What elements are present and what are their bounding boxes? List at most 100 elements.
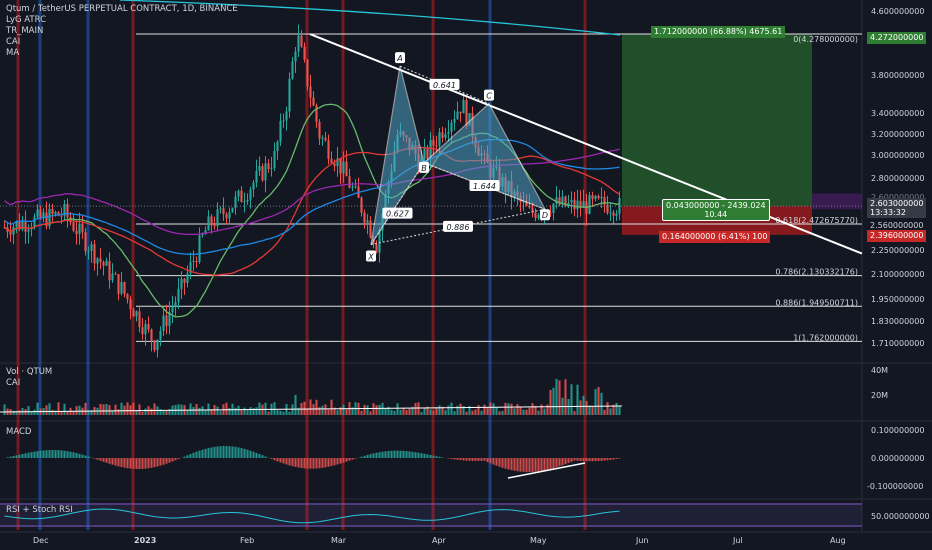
volume-bar [336,410,339,415]
volume-title[interactable]: Vol · QTUM [6,367,53,377]
macd-bar [543,458,546,471]
candle-body [453,118,456,123]
countdown: 13:33:32 [870,208,906,217]
candle-body [522,201,525,203]
fib-label: 0(4.278000000) [793,35,858,44]
volume-bar [558,380,561,415]
volume-bar [555,378,558,415]
macd-bar [318,458,321,469]
volume-bar [153,403,156,415]
volume-bar [243,407,246,415]
macd-bar [228,446,231,458]
macd-bar [498,458,501,467]
macd-bar [390,450,393,458]
candle-body [186,273,189,283]
volume-bar [420,411,423,415]
volume-bar [429,409,432,415]
volume-bar [207,403,210,415]
time-tick: Feb [240,536,255,545]
macd-bar [81,454,84,458]
volume-bar [339,407,342,415]
volume-bar [366,405,369,415]
macd-bar [441,457,444,458]
candle-body [129,299,132,310]
volume-bar [57,402,60,415]
harmonic-point-d: D [542,211,548,220]
macd-bar [75,453,78,458]
candle-body [609,212,612,214]
indicator-tr-main[interactable]: TR_MAIN [6,26,44,36]
macd-bar [105,458,108,463]
candle-body [378,230,381,253]
volume-bar [72,410,75,415]
candle-body [444,133,447,138]
volume-bar [78,405,81,415]
candle-body [42,212,45,218]
volume-bar [468,405,471,415]
macd-bar [231,446,234,458]
volume-bar [618,406,621,415]
volume-bar [162,410,165,415]
candle-body [105,260,108,266]
volume-bar [195,404,198,415]
macd-bar [468,458,471,461]
volume-bar [126,402,129,415]
volume-bar [600,392,603,415]
macd-bar [522,458,525,472]
macd-bar [6,457,9,458]
macd-bar [225,446,228,458]
candle-body [276,141,279,152]
candle-body [336,158,339,167]
volume-bar [18,410,21,415]
macd-bar [42,450,45,458]
macd-bar [531,458,534,472]
macd-bar [108,458,111,464]
candle-body [69,217,72,223]
macd-tick: 0.100000000 [871,426,925,435]
volume-bar [594,389,597,415]
volume-bar [441,406,444,415]
tp-price-tag: 4.272000000 [867,32,927,44]
indicator-cai[interactable]: CAI [6,37,21,47]
macd-bar [249,450,252,458]
volume-bar [444,410,447,415]
volume-bar [327,409,330,415]
candle-body [375,244,378,253]
candle-body [450,122,453,132]
volume-bar [447,405,450,415]
candle-body [333,163,336,167]
candle-body [270,167,273,169]
candle-body [273,151,276,168]
macd-bar [126,458,129,469]
indicator-lyg-atrc[interactable]: LyG ATRC [6,15,47,25]
candle-body [90,244,93,252]
volume-bar [483,404,486,415]
volume-bar [132,402,135,415]
volume-sub[interactable]: CAI [6,378,21,388]
macd-bar [171,458,174,462]
candle-body [348,176,351,188]
candle-body [57,212,60,216]
rsi-title[interactable]: RSI + Stoch RSI [6,505,73,515]
indicator-ma[interactable]: MA [6,48,20,58]
volume-bar [141,411,144,415]
candle-body [132,309,135,317]
macd-bar [63,450,66,458]
volume-bar [360,410,363,415]
candle-body [15,221,18,227]
macd-bar [438,456,441,458]
volume-bar [435,407,438,415]
signal-vertical-line [305,0,309,530]
macd-bar [222,446,225,458]
candle-body [33,216,36,228]
volume-bar [330,399,333,415]
volume-bar [315,399,318,415]
macd-title[interactable]: MACD [6,427,32,437]
candle-body [153,340,156,351]
candle-body [369,220,372,238]
volume-bar [576,384,579,415]
symbol-title[interactable]: Qtum / TetherUS PERPETUAL CONTRACT, 1D, … [6,4,238,14]
candle-body [192,261,195,263]
